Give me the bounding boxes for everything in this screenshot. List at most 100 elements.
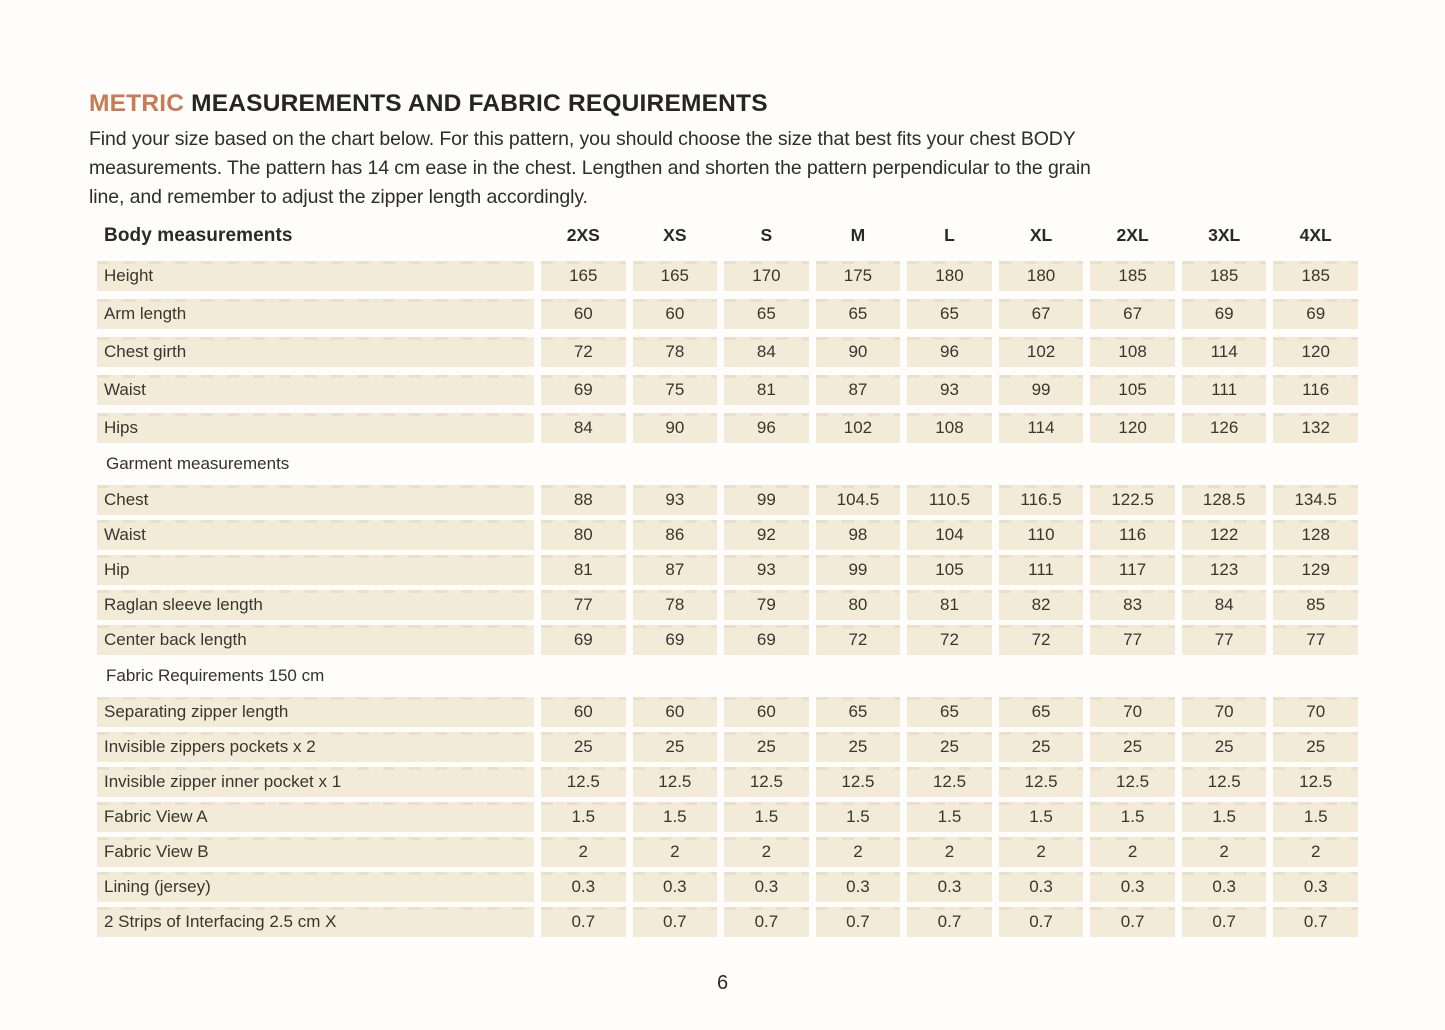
value-cell: 108: [1090, 337, 1175, 367]
value-cell: 25: [1181, 732, 1267, 762]
value-cell: 69: [1181, 299, 1267, 329]
table-row: Waist 69 75 81 87 93 99 105 111 116: [97, 375, 1358, 405]
page-title: METRIC MEASUREMENTS AND FABRIC REQUIREMEN…: [89, 90, 768, 118]
value-cell: 180: [998, 261, 1084, 291]
value-cell: 1.5: [998, 802, 1084, 832]
value-cell: 108: [907, 413, 992, 443]
value-cell: 129: [1273, 555, 1358, 585]
table-row: Chest 88 93 99 104.5 110.5 116.5 122.5 128.5 134.…: [97, 485, 1358, 515]
value-cell: 0.7: [815, 907, 901, 937]
value-cell: 25: [541, 732, 626, 762]
value-cell: 1.5: [815, 802, 901, 832]
value-cell: 90: [815, 337, 901, 367]
value-cell: 126: [1181, 413, 1267, 443]
row-label: 2 Strips of Interfacing 2.5 cm X: [97, 907, 534, 937]
value-cell: 80: [815, 590, 901, 620]
value-cell: 99: [998, 375, 1084, 405]
row-label: Center back length: [97, 625, 534, 655]
value-cell: 84: [541, 413, 626, 443]
value-cell: 72: [541, 337, 626, 367]
value-cell: 80: [541, 520, 626, 550]
value-cell: 185: [1181, 261, 1267, 291]
value-cell: 0.3: [907, 872, 992, 902]
value-cell: 175: [815, 261, 901, 291]
table-row: 2 Strips of Interfacing 2.5 cm X 0.7 0.7 0.…: [97, 907, 1358, 937]
value-cell: 111: [998, 555, 1084, 585]
value-cell: 2: [1090, 837, 1175, 867]
value-cell: 12.5: [1090, 767, 1175, 797]
value-cell: 70: [1181, 697, 1267, 727]
value-cell: 67: [1090, 299, 1175, 329]
value-cell: 134.5: [1273, 485, 1358, 515]
value-cell: 98: [815, 520, 901, 550]
value-cell: 105: [1090, 375, 1175, 405]
table-row: Waist 80 86 92 98 104 110 116 122 128: [97, 520, 1358, 550]
value-cell: 82: [998, 590, 1084, 620]
table-row: Fabric View A 1.5 1.5 1.5 1.5 1.5 1.5 1.5 1.5 1.5: [97, 802, 1358, 832]
section-title-fabric: Fabric Requirements 150 cm: [106, 666, 325, 685]
value-cell: 170: [724, 261, 809, 291]
value-cell: 12.5: [1273, 767, 1358, 797]
value-cell: 0.7: [1181, 907, 1267, 937]
value-cell: 114: [998, 413, 1084, 443]
value-cell: 12.5: [1181, 767, 1267, 797]
value-cell: 123: [1181, 555, 1267, 585]
page-number: 6: [716, 972, 729, 994]
value-cell: 25: [632, 732, 718, 762]
value-cell: 102: [815, 413, 901, 443]
value-cell: 77: [1273, 625, 1358, 655]
value-cell: 120: [1273, 337, 1358, 367]
value-cell: 110: [998, 520, 1084, 550]
size-header: 4XL: [1299, 225, 1332, 245]
table-row: Hips 84 90 96 102 108 114 120 126 132: [97, 413, 1358, 443]
value-cell: 67: [998, 299, 1084, 329]
value-cell: 88: [541, 485, 626, 515]
value-cell: 185: [1273, 261, 1358, 291]
value-cell: 111: [1181, 375, 1267, 405]
row-label: Hips: [97, 413, 534, 443]
size-header: S: [760, 225, 773, 245]
value-cell: 25: [1273, 732, 1358, 762]
row-label: Height: [97, 261, 534, 291]
table-header-label: Body measurements: [104, 224, 293, 246]
value-cell: 1.5: [632, 802, 718, 832]
table-row: Center back length 69 69 69 72 72 72 77 77 77: [97, 625, 1358, 655]
value-cell: 114: [1181, 337, 1267, 367]
value-cell: 165: [541, 261, 626, 291]
section-garment: Chest 88 93 99 104.5 110.5 116.5 122.5 128.5 134.…: [97, 485, 1358, 655]
value-cell: 0.7: [998, 907, 1084, 937]
value-cell: 86: [632, 520, 718, 550]
value-cell: 75: [632, 375, 718, 405]
value-cell: 70: [1273, 697, 1358, 727]
table-row: Raglan sleeve length 77 78 79 80 81 82 83 84 85: [97, 590, 1358, 620]
value-cell: 78: [632, 337, 718, 367]
value-cell: 2: [1181, 837, 1267, 867]
value-cell: 102: [998, 337, 1084, 367]
value-cell: 83: [1090, 590, 1175, 620]
table-row: Hip 81 87 93 99 105 111 117 123 129: [97, 555, 1358, 585]
value-cell: 0.7: [632, 907, 718, 937]
value-cell: 110.5: [907, 485, 992, 515]
value-cell: 65: [907, 299, 992, 329]
value-cell: 81: [724, 375, 809, 405]
value-cell: 78: [632, 590, 718, 620]
value-cell: 85: [1273, 590, 1358, 620]
value-cell: 2: [632, 837, 718, 867]
value-cell: 60: [541, 299, 626, 329]
row-label: Fabric View A: [97, 802, 534, 832]
value-cell: 90: [632, 413, 718, 443]
value-cell: 122.5: [1090, 485, 1175, 515]
size-header: 3XL: [1208, 225, 1241, 245]
value-cell: 1.5: [541, 802, 626, 832]
section-body: Height 165 165 170 175 180 180 185 185 185 Arm len…: [97, 261, 1358, 443]
value-cell: 116.5: [998, 485, 1084, 515]
section-fabric: Separating zipper length 60 60 60 65 65 65 70 70…: [97, 697, 1358, 937]
value-cell: 185: [1090, 261, 1175, 291]
value-cell: 116: [1090, 520, 1175, 550]
value-cell: 72: [907, 625, 992, 655]
value-cell: 1.5: [1181, 802, 1267, 832]
table-row: Invisible zipper inner pocket x 1 12.5 12.…: [97, 767, 1358, 797]
value-cell: 0.7: [541, 907, 626, 937]
value-cell: 12.5: [815, 767, 901, 797]
